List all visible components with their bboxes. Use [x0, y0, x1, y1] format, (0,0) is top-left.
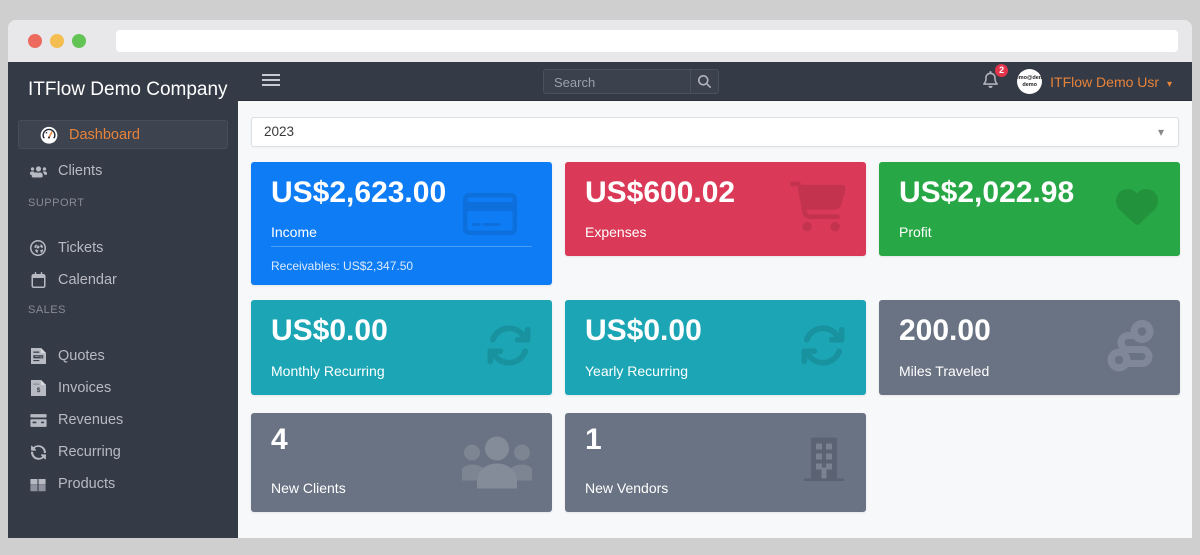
- svg-text:$: $: [36, 387, 40, 394]
